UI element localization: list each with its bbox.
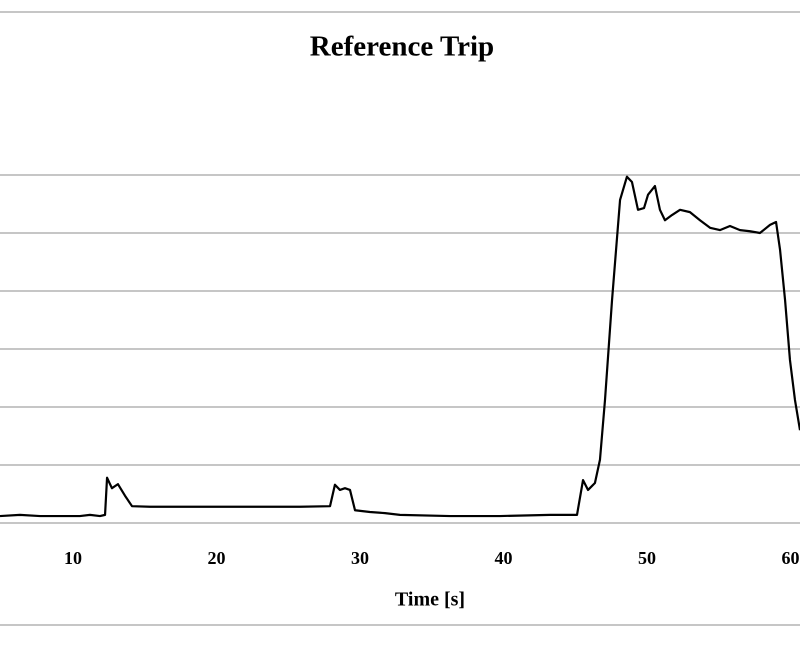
plot-area [0, 175, 800, 518]
x-tick-label: 20 [208, 548, 226, 568]
x-tick-label: 10 [64, 548, 82, 568]
x-tick-label: 60 [782, 548, 800, 568]
x-tick-label: 40 [495, 548, 513, 568]
x-tick-label: 30 [351, 548, 369, 568]
data-line [0, 175, 800, 518]
x-axis-label: Time [s] [395, 589, 465, 611]
x-tick-label: 50 [638, 548, 656, 568]
tick-labels: 10 20 30 40 50 60 [64, 548, 799, 568]
grid [0, 174, 800, 524]
chart-title: Reference Trip [310, 31, 494, 63]
